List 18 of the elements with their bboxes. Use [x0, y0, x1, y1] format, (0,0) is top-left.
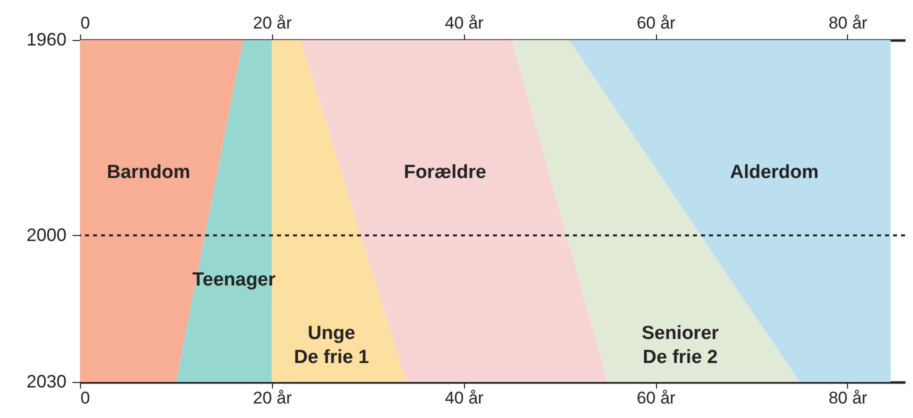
x-tick-label: 0: [80, 388, 90, 408]
y-tick-label: 2030: [26, 372, 66, 392]
x2-tick-label: 0: [80, 14, 90, 32]
series-label: Seniorer De frie 2: [642, 323, 720, 368]
x-tick-label: 60 år: [636, 388, 676, 408]
x2-tick-label: 80 år: [828, 14, 868, 32]
x-tick-label: 80 år: [828, 388, 868, 408]
x-tick-label: 20 år: [252, 388, 292, 408]
x2-tick-label: 60 år: [636, 14, 676, 32]
y-tick-label: 2000: [26, 224, 66, 245]
y-tick-label: 1960: [26, 30, 66, 50]
series-label: Forældre: [404, 162, 486, 183]
series-label: Barndom: [106, 162, 190, 183]
x2-tick-label: 40 år: [444, 14, 484, 32]
series-label: Alderdom: [730, 162, 819, 183]
series-label: Unge De frie 1: [294, 323, 370, 368]
x2-tick-label: 20 år: [252, 14, 292, 32]
x-tick-label: 40 år: [444, 388, 484, 408]
